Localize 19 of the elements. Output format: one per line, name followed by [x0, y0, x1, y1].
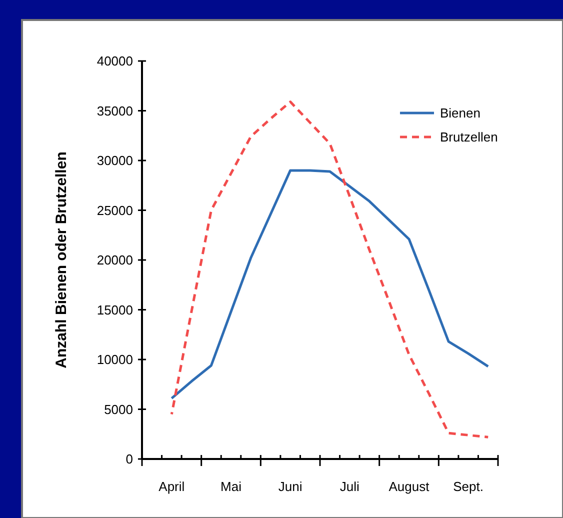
- legend-label: Brutzellen: [440, 130, 498, 145]
- y-tick-label: 35000: [96, 103, 133, 118]
- y-tick-label: 25000: [96, 202, 133, 218]
- y-tick-label: 5000: [104, 402, 133, 417]
- y-tick-label: 0: [126, 452, 133, 467]
- x-tick-label: Sept.: [453, 479, 484, 494]
- x-tick-label: Juli: [340, 479, 360, 494]
- y-tick-label: 15000: [96, 302, 133, 318]
- y-axis-title: Anzahl Bienen oder Brutzellen: [53, 152, 70, 368]
- x-tick-label: April: [158, 479, 185, 494]
- x-tick-label: Juni: [278, 479, 302, 494]
- y-tick-label: 30000: [96, 153, 133, 168]
- x-tick-label: August: [388, 479, 430, 494]
- y-tick-label: 10000: [96, 352, 133, 368]
- legend-label: Bienen: [440, 106, 480, 121]
- x-tick-label: Mai: [220, 479, 242, 494]
- line-series: [170, 169, 490, 400]
- y-tick-label: 40000: [96, 54, 133, 69]
- y-tick-label: 20000: [96, 252, 133, 268]
